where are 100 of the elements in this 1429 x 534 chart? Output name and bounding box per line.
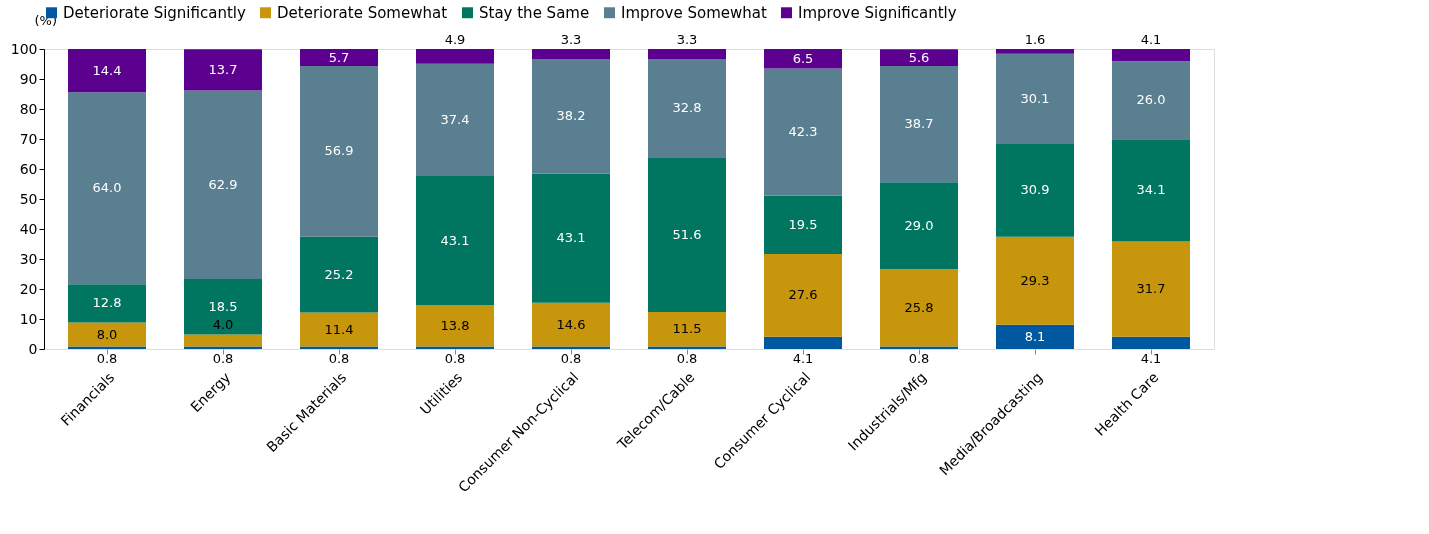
bar: [184, 90, 262, 280]
legend-label: Improve Significantly: [798, 3, 957, 22]
bar: [880, 269, 958, 347]
data-label: 0.8: [212, 350, 234, 366]
data-label: 38.7: [904, 116, 934, 132]
legend-label: Improve Somewhat: [621, 3, 767, 22]
bar: [880, 66, 958, 183]
data-label: 4.0: [212, 317, 234, 333]
data-label: 14.4: [92, 62, 122, 78]
data-label: 19.5: [788, 216, 818, 232]
bar: [996, 53, 1074, 145]
bar: [648, 312, 726, 347]
bar: [532, 49, 610, 59]
bar: [300, 312, 378, 347]
legend-label: Deteriorate Significantly: [63, 3, 246, 22]
y-tick-label: 80: [19, 100, 38, 117]
bar: [184, 334, 262, 347]
data-label: 3.3: [560, 31, 582, 47]
y-tick-label: 20: [19, 280, 38, 297]
y-tick-label: 50: [19, 190, 38, 207]
data-label: 43.1: [556, 230, 586, 246]
y-tick-label: 70: [19, 130, 38, 147]
bar: [996, 144, 1074, 237]
data-label: 25.8: [904, 299, 934, 315]
data-label: 0.8: [96, 350, 118, 366]
data-label: 1.6: [1024, 31, 1046, 47]
data-label: 14.6: [556, 316, 586, 332]
bar: [648, 58, 726, 158]
bar: [300, 49, 378, 67]
data-label: 25.2: [324, 266, 354, 282]
bar: [532, 173, 610, 303]
legend-label: Deteriorate Somewhat: [277, 3, 448, 22]
bar: [184, 49, 262, 91]
bar: [648, 49, 726, 59]
y-tick-label: 60: [19, 160, 38, 177]
data-label: 5.6: [908, 49, 930, 65]
data-label: 11.4: [324, 321, 354, 337]
data-label: 34.1: [1136, 182, 1166, 198]
data-label: 29.3: [1020, 272, 1050, 288]
data-label: 11.5: [672, 321, 702, 337]
data-label: 42.3: [788, 123, 818, 139]
bar: [764, 68, 842, 196]
bar: [300, 66, 378, 237]
bar: [68, 322, 146, 347]
data-label: 13.8: [440, 317, 470, 333]
bar: [996, 324, 1074, 349]
bar: [1112, 49, 1190, 62]
bar: [764, 49, 842, 69]
bar: [1112, 61, 1190, 140]
data-label: 0.8: [676, 350, 698, 366]
y-tick-label: 30: [19, 250, 38, 267]
bar: [416, 49, 494, 64]
bar: [1112, 241, 1190, 337]
bar: [764, 253, 842, 337]
data-label: 4.1: [1140, 350, 1162, 366]
data-label: 0.8: [560, 350, 582, 366]
data-label: 38.2: [556, 108, 586, 124]
bar: [1112, 139, 1190, 242]
data-label: 6.5: [792, 50, 814, 66]
bar: [880, 49, 958, 67]
bar: [648, 157, 726, 313]
bar: [416, 175, 494, 306]
y-tick-label: 10: [19, 310, 38, 327]
bar: [996, 236, 1074, 325]
data-label: 27.6: [788, 287, 818, 303]
data-label: 12.8: [92, 295, 122, 311]
bar: [764, 195, 842, 254]
data-label: 5.7: [328, 49, 350, 65]
data-label: 26.0: [1136, 92, 1166, 108]
data-label: 30.9: [1020, 182, 1050, 198]
y-tick-label: 40: [19, 220, 38, 237]
data-label: 4.9: [444, 31, 466, 47]
bar: [68, 92, 146, 285]
bar: [880, 182, 958, 270]
bar: [300, 236, 378, 313]
data-label: 62.9: [208, 176, 238, 192]
bar: [764, 336, 842, 349]
data-label: 51.6: [672, 226, 702, 242]
y-tick-label: 0: [28, 340, 38, 357]
data-label: 18.5: [208, 298, 238, 314]
y-tick-label: 90: [19, 70, 38, 87]
bar: [1112, 336, 1190, 349]
bar: [68, 49, 146, 93]
bar: [532, 58, 610, 174]
data-label: 30.1: [1020, 90, 1050, 106]
data-label: 31.7: [1136, 281, 1166, 297]
bar: [996, 49, 1074, 54]
bar: [68, 284, 146, 323]
data-label: 0.8: [328, 350, 350, 366]
data-label: 4.1: [1140, 31, 1162, 47]
bar: [532, 302, 610, 347]
data-label: 0.8: [908, 350, 930, 366]
bar: [184, 279, 262, 335]
legend-label: Stay the Same: [479, 3, 590, 22]
data-label: 8.1: [1024, 328, 1046, 344]
data-label: 4.1: [792, 350, 814, 366]
bar: [416, 305, 494, 347]
data-label: 0.8: [444, 350, 466, 366]
data-label: 56.9: [324, 143, 354, 159]
data-label: 64.0: [92, 180, 122, 196]
